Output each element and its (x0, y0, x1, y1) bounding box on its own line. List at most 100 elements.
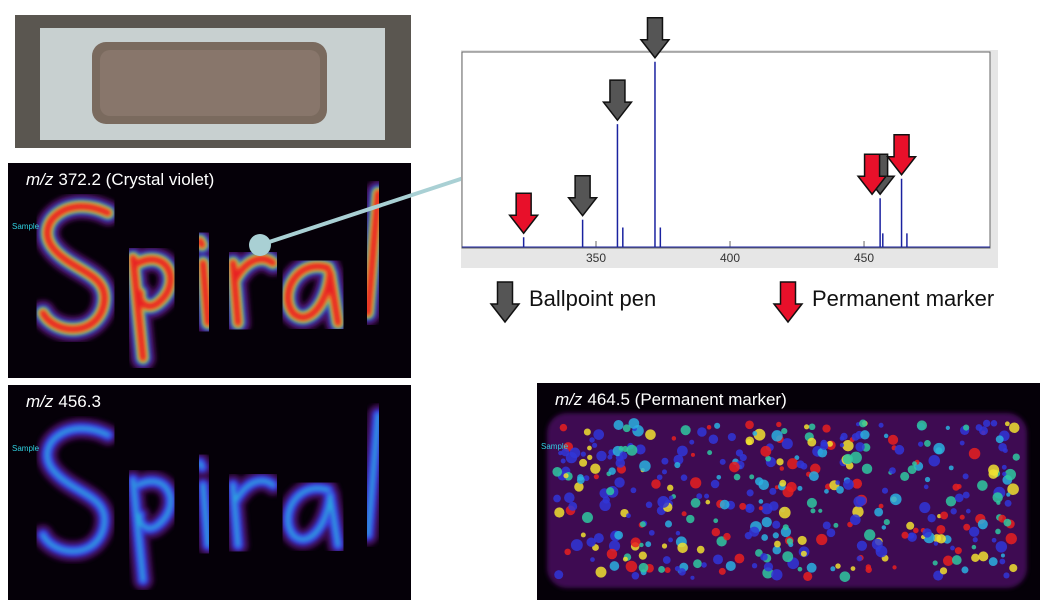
signal-spot (890, 493, 902, 505)
signal-spot (713, 554, 723, 564)
signal-spot (895, 445, 905, 455)
signal-spot (632, 572, 640, 580)
signal-spot (946, 496, 956, 506)
signal-spot (570, 448, 581, 459)
signal-spot (626, 561, 638, 573)
signal-spot (963, 473, 969, 479)
figure: 350400450 m/z372.2 (Crystal violet)Sampl… (0, 0, 1055, 600)
signal-spot (640, 521, 646, 527)
signal-spot (682, 511, 687, 516)
signal-spot (596, 567, 607, 578)
signal-spot (594, 474, 599, 479)
signal-spot (720, 500, 730, 510)
signal-spot (614, 420, 624, 430)
signal-spot (735, 554, 745, 564)
signal-spot (908, 465, 917, 474)
signal-spot (764, 562, 773, 571)
signal-spot (658, 566, 665, 573)
signal-spot (745, 532, 752, 539)
signal-spot (645, 541, 651, 547)
signal-spot (686, 515, 694, 523)
signal-spot (711, 480, 720, 489)
signal-spot (657, 496, 669, 508)
signal-spot (836, 486, 844, 494)
signal-spot (614, 477, 624, 487)
signal-spot (584, 429, 591, 436)
signal-spot (720, 459, 726, 465)
signal-spot (623, 424, 631, 432)
signal-spot (884, 519, 890, 525)
signal-spot (996, 435, 1004, 443)
signal-spot (992, 492, 1002, 502)
signal-spot (934, 541, 938, 545)
signal-spot (759, 506, 763, 510)
signal-spot (745, 420, 754, 429)
legend-arrow (774, 282, 802, 322)
signal-spot (807, 438, 816, 447)
signal-spot (665, 567, 671, 573)
signal-spot (776, 458, 783, 465)
signal-spot (590, 464, 600, 474)
signal-spot (924, 485, 929, 490)
signal-spot (963, 492, 970, 499)
signal-spot (992, 538, 997, 543)
signal-spot (615, 458, 625, 468)
signal-spot (946, 426, 950, 430)
signal-spot (676, 531, 681, 536)
signal-spot (560, 424, 567, 431)
signal-spot (1003, 519, 1011, 527)
signal-spot (749, 474, 754, 479)
signal-spot (822, 424, 830, 432)
signal-spot (824, 489, 829, 494)
signal-spot (669, 496, 674, 501)
mz-prefix: m/z (26, 170, 54, 189)
signal-spot (1006, 493, 1010, 497)
signal-spot (713, 518, 718, 523)
signal-spot (564, 492, 575, 503)
mz-value: 456.3 (58, 392, 101, 411)
signal-spot (835, 480, 840, 485)
signal-spot (714, 423, 720, 429)
signal-spot (919, 502, 930, 513)
signal-spot (840, 436, 845, 441)
signal-spot (851, 566, 856, 571)
signal-spot (639, 460, 650, 471)
signal-spot (1009, 564, 1017, 572)
signal-spot (689, 440, 694, 445)
signal-spot (782, 551, 793, 562)
signal-spot (882, 488, 888, 494)
signal-spot (579, 459, 587, 467)
signal-spot (779, 480, 786, 487)
signal-spot (830, 566, 835, 571)
signal-spot (933, 443, 944, 454)
signal-spot (1005, 421, 1010, 426)
page: {"panels": [ {"prefix": "m/z", "label": … (0, 0, 1055, 600)
signal-spot (840, 571, 851, 582)
signal-spot (955, 547, 962, 554)
signal-spot (761, 534, 768, 541)
signal-spot (707, 425, 711, 429)
signal-spot (707, 450, 712, 455)
signal-spot (858, 497, 867, 506)
signal-spot (586, 538, 595, 547)
signal-spot (760, 446, 771, 457)
signal-spot (736, 449, 743, 456)
signal-spot (961, 566, 968, 573)
signal-spot (563, 473, 568, 478)
signal-spot (752, 431, 757, 436)
signal-spot (701, 562, 707, 568)
signal-spot (852, 433, 860, 441)
signal-spot (955, 493, 964, 502)
signal-spot (774, 541, 781, 548)
signal-spot (804, 424, 809, 429)
signal-spot (862, 464, 872, 474)
signal-spot (963, 524, 970, 531)
signal-spot (816, 534, 827, 545)
signal-spot (960, 441, 965, 446)
signal-spot (833, 523, 838, 528)
signal-spot (996, 541, 1007, 552)
mz-prefix: m/z (26, 392, 54, 411)
signal-spot (950, 546, 955, 551)
signal-spot (818, 509, 822, 513)
